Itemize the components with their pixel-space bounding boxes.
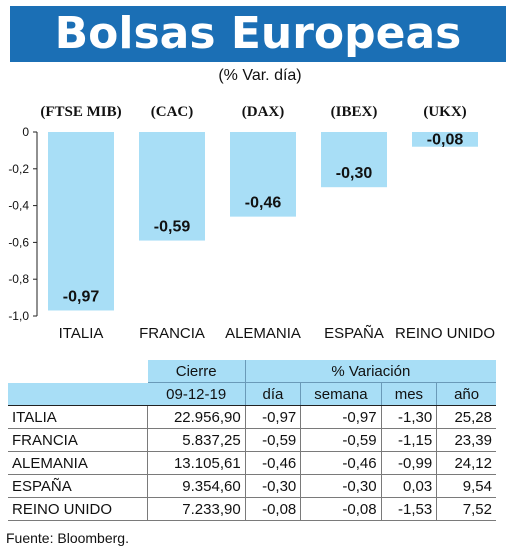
cell-cierre: 5.837,25	[147, 428, 246, 452]
data-label: -0,30	[336, 165, 373, 182]
empty-header-cell	[8, 360, 148, 383]
cell-semana: -0,59	[300, 428, 382, 452]
chart-subtitle: (% Var. día)	[218, 67, 302, 84]
cell-name: ALEMANIA	[8, 451, 149, 475]
bar-3	[321, 132, 387, 188]
index-label: (CAC)	[151, 104, 194, 120]
cell-dia: -0,46	[245, 451, 302, 475]
source-note: Fuente: Bloomberg.	[6, 530, 129, 546]
table-row: ESPAÑA 9.354,60 -0,30 -0,30 0,03 9,54	[8, 474, 496, 498]
variacion-header: % Variación	[245, 360, 496, 383]
category-label: ALEMANIA	[225, 325, 301, 342]
ano-header: año	[436, 382, 496, 406]
cell-cierre: 22.956,90	[147, 405, 246, 429]
cell-semana: -0,46	[300, 451, 382, 475]
table-row: ALEMANIA 13.105,61 -0,46 -0,46 -0,99 24,12	[8, 451, 496, 475]
y-tick-label: -0,8	[8, 272, 29, 286]
table-row: ITALIA 22.956,90 -0,97 -0,97 -1,30 25,28	[8, 405, 496, 429]
data-label: -0,46	[245, 195, 282, 212]
data-label: -0,97	[63, 288, 100, 305]
semana-header: semana	[300, 382, 382, 406]
cell-name: ESPAÑA	[8, 474, 149, 498]
cell-mes: -1,15	[381, 428, 438, 452]
fecha-header: 09-12-19	[147, 382, 246, 406]
index-label: (IBEX)	[331, 104, 378, 120]
cell-semana: -0,30	[300, 474, 382, 498]
cell-ano: 24,12	[436, 451, 496, 475]
mes-header: mes	[381, 382, 438, 406]
category-label: ESPAÑA	[324, 325, 384, 342]
y-tick-label: -0,4	[8, 199, 29, 213]
cell-ano: 7,52	[436, 497, 496, 521]
category-label: REINO UNIDO	[395, 325, 495, 342]
cell-dia: -0,30	[245, 474, 302, 498]
y-tick-label: 0	[22, 125, 29, 139]
cell-dia: -0,97	[245, 405, 302, 429]
bar-2	[230, 132, 296, 217]
cell-cierre: 13.105,61	[147, 451, 246, 475]
title-banner: Bolsas Europeas	[10, 6, 506, 62]
index-label: (UKX)	[423, 104, 466, 120]
cell-mes: -0,99	[381, 451, 438, 475]
empty-header-cell-2	[8, 382, 148, 406]
table-row: FRANCIA 5.837,25 -0,59 -0,59 -1,15 23,39	[8, 428, 496, 452]
bar-chart: 0 -0,2 -0,4 -0,6 -0,8 -1,0 (FTSE MIB) -0,97 ITAL…	[8, 104, 495, 342]
cell-mes: 0,03	[381, 474, 438, 498]
y-tick-label: -0,6	[8, 235, 29, 249]
cell-name: FRANCIA	[8, 428, 149, 452]
cell-semana: -0,97	[300, 405, 382, 429]
table-row: REINO UNIDO 7.233,90 -0,08 -0,08 -1,53 7,52	[8, 497, 496, 521]
cell-mes: -1,30	[381, 405, 438, 429]
y-tick-label: -0,2	[8, 162, 29, 176]
index-label: (FTSE MIB)	[40, 104, 121, 120]
cierre-header: Cierre	[147, 360, 246, 383]
data-table: Cierre % Variación 09-12-19 día semana m…	[8, 360, 496, 521]
category-label: ITALIA	[59, 325, 104, 342]
cell-ano: 9,54	[436, 474, 496, 498]
data-label: -0,08	[427, 132, 464, 149]
cell-mes: -1,53	[381, 497, 438, 521]
cell-dia: -0,59	[245, 428, 302, 452]
bar-4	[412, 132, 478, 147]
cell-cierre: 9.354,60	[147, 474, 246, 498]
index-label: (DAX)	[242, 104, 285, 120]
cell-ano: 23,39	[436, 428, 496, 452]
cell-ano: 25,28	[436, 405, 496, 429]
y-tick-label: -1,0	[8, 309, 29, 323]
data-label: -0,59	[154, 219, 191, 236]
cell-cierre: 7.233,90	[147, 497, 246, 521]
dia-header: día	[245, 382, 302, 406]
cell-name: ITALIA	[8, 405, 149, 429]
cell-name: REINO UNIDO	[8, 497, 149, 521]
bar-1	[139, 132, 205, 241]
cell-dia: -0,08	[245, 497, 302, 521]
bar-0	[48, 132, 114, 311]
cell-semana: -0,08	[300, 497, 382, 521]
category-label: FRANCIA	[139, 325, 205, 342]
